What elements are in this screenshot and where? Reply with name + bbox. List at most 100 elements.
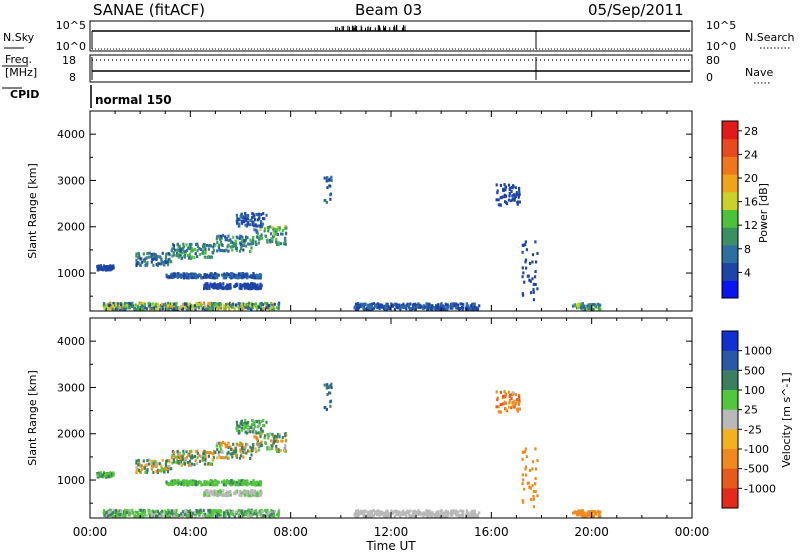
power-cell — [209, 273, 212, 277]
power-cell — [254, 218, 257, 222]
velocity-cell — [446, 510, 449, 514]
velocity-cell — [177, 455, 180, 459]
velocity-cell — [161, 514, 164, 518]
velocity-cell — [580, 512, 583, 516]
velocity-cell — [173, 455, 177, 459]
power-cell — [177, 254, 180, 258]
velocity-cell — [524, 467, 527, 471]
velocity-cell — [240, 491, 243, 495]
velocity-cell — [238, 493, 241, 497]
velocity-cell — [209, 489, 212, 493]
power-cell — [248, 284, 251, 288]
velocity-cell — [210, 512, 213, 516]
velocity-cell — [219, 493, 223, 497]
power-cell — [267, 229, 270, 233]
velocity-cell — [515, 400, 518, 404]
power-cell — [109, 264, 112, 268]
power-cell — [226, 245, 229, 249]
power-cell — [102, 302, 106, 306]
velocity-cell — [259, 442, 262, 446]
velocity-cell — [189, 481, 192, 485]
power-cell — [504, 185, 507, 189]
power-cell — [272, 229, 275, 233]
power-cell — [221, 285, 224, 289]
velocity-cell — [249, 482, 252, 486]
velocity-cell — [453, 511, 456, 515]
velocity-cell — [169, 482, 172, 486]
power-cell — [207, 247, 210, 251]
velocity-cell — [240, 479, 243, 483]
power-cell — [128, 303, 131, 307]
power-cell — [234, 283, 237, 286]
power-cell — [250, 239, 253, 243]
power-cell — [239, 234, 242, 238]
power-cell — [259, 304, 263, 308]
velocity-cell — [108, 508, 111, 512]
power-cell — [511, 194, 514, 198]
velocity-cell — [395, 510, 398, 514]
power-cell — [216, 286, 219, 290]
velocity-cell — [184, 456, 187, 460]
x-tick-label: 20:00 — [574, 525, 609, 539]
velocity-cell — [156, 471, 159, 475]
nsearch-tick-bottom: 10^0 — [706, 40, 736, 53]
power-cell — [390, 302, 393, 306]
power-cell — [198, 302, 201, 306]
velocity-cell — [536, 459, 539, 462]
power-cell — [123, 304, 126, 308]
power-cell — [203, 255, 206, 259]
velocity-cell — [246, 493, 249, 497]
power-cell — [235, 274, 238, 278]
power-cell — [190, 307, 193, 311]
power-cell — [110, 266, 113, 270]
velocity-cell — [523, 487, 526, 491]
power-cell — [503, 183, 506, 187]
power-cell — [251, 212, 254, 216]
colorbar-swatch — [722, 468, 738, 489]
velocity-cell — [179, 456, 182, 460]
power-cell — [116, 303, 119, 307]
power-cell — [535, 260, 538, 264]
velocity-cell — [218, 450, 221, 454]
velocity-cell — [218, 444, 221, 448]
power-cell — [233, 308, 236, 311]
velocity-cell — [244, 424, 247, 428]
power-cell — [244, 217, 247, 221]
velocity-cell — [284, 446, 287, 450]
velocity-cell — [145, 463, 148, 467]
velocity-cell — [370, 509, 374, 513]
power-cell — [436, 304, 440, 308]
velocity-cell — [153, 464, 156, 468]
power-cell — [430, 306, 433, 310]
velocity-cell — [253, 483, 256, 487]
velocity-cell — [252, 421, 255, 425]
velocity-cell — [234, 454, 238, 458]
velocity-cell — [401, 512, 404, 515]
power-cell — [222, 234, 225, 237]
power-cell — [497, 198, 500, 202]
power-cell — [225, 248, 228, 252]
velocity-cell — [325, 386, 328, 390]
velocity-cell — [516, 409, 519, 413]
velocity-cell — [534, 477, 537, 480]
velocity-cell — [232, 509, 235, 513]
velocity-cell — [105, 473, 108, 477]
velocity-cell — [226, 479, 229, 482]
power-cell — [531, 253, 535, 257]
power-cell — [245, 283, 249, 287]
power-cell — [571, 304, 575, 308]
power-cell — [276, 225, 280, 229]
power-cell — [195, 276, 198, 280]
power-cell — [256, 285, 259, 289]
power-cell — [515, 191, 518, 195]
velocity-cell — [203, 493, 206, 497]
velocity-cell — [495, 390, 498, 394]
velocity-cell — [229, 445, 232, 449]
power-cell — [238, 236, 241, 240]
velocity-cell — [264, 442, 268, 445]
velocity-cell — [180, 480, 183, 484]
power-cell — [219, 240, 223, 244]
power-cell — [503, 195, 507, 199]
velocity-cell — [219, 513, 222, 517]
